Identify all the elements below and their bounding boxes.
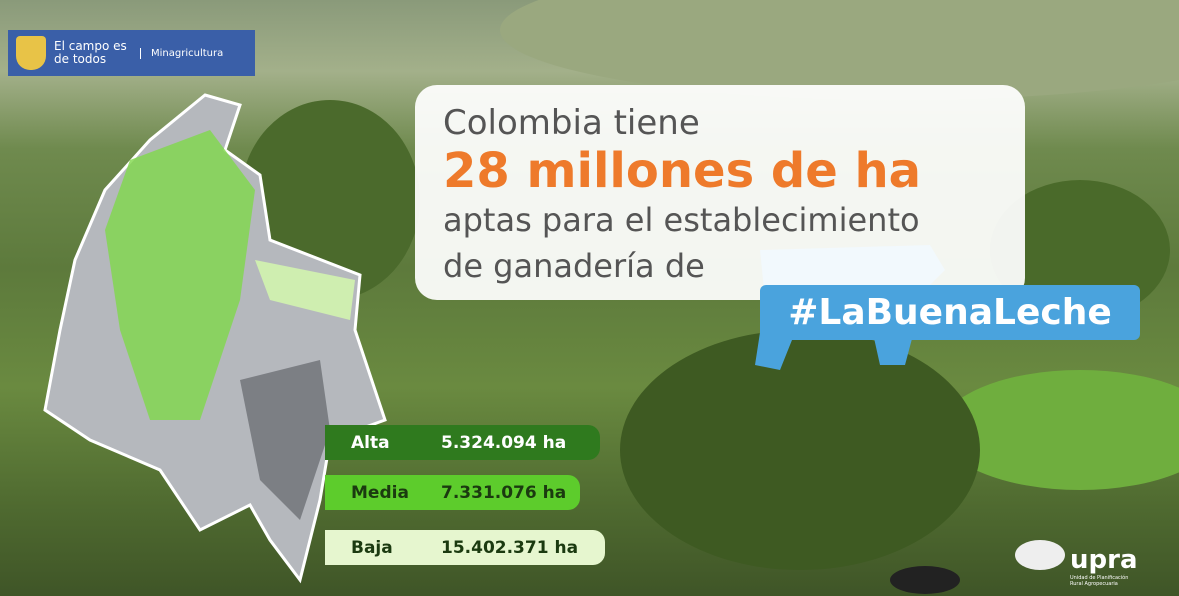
headline: Colombia tiene: [443, 103, 700, 143]
headline-highlight: 28 millones de ha: [443, 143, 922, 199]
headline: de ganadería de: [443, 247, 705, 285]
level-label: Media: [351, 482, 409, 503]
cow-photo: [890, 566, 960, 594]
map-zone: [255, 260, 355, 320]
map-zone: [105, 130, 255, 420]
level-row: Alta 5.324.094 ha: [325, 425, 600, 460]
ministry: Minagricultura: [140, 47, 223, 59]
level-row: Baja 15.402.371 ha: [325, 530, 605, 565]
brand-subtitle: Unidad de Planificación Rural Agropecuar…: [1070, 575, 1129, 587]
level-row: Media 7.331.076 ha: [325, 475, 580, 510]
field: [940, 370, 1179, 490]
level-label: Alta: [351, 432, 390, 453]
hill: [500, 0, 1179, 100]
headline: aptas para el establecimiento: [443, 201, 920, 239]
level-label: Baja: [351, 537, 393, 558]
map-zone: [240, 360, 330, 520]
hashtag: #LaBuenaLeche: [760, 285, 1140, 340]
level-value: 7.331.076 ha: [441, 482, 567, 503]
brand: upra: [1070, 545, 1138, 575]
level-value: 15.402.371 ha: [441, 537, 579, 558]
cow-photo: [1015, 540, 1065, 570]
headline-card: Colombia tiene 28 millones de ha aptas p…: [415, 85, 1025, 300]
level-value: 5.324.094 ha: [441, 432, 567, 453]
logo: El campo es de todos Minagricultura: [8, 30, 255, 76]
trees: [620, 330, 980, 570]
slogan: El campo es de todos: [54, 39, 127, 66]
shield: [16, 36, 46, 70]
footer-logo: upra Unidad de Planificación Rural Agrop…: [1070, 545, 1140, 587]
